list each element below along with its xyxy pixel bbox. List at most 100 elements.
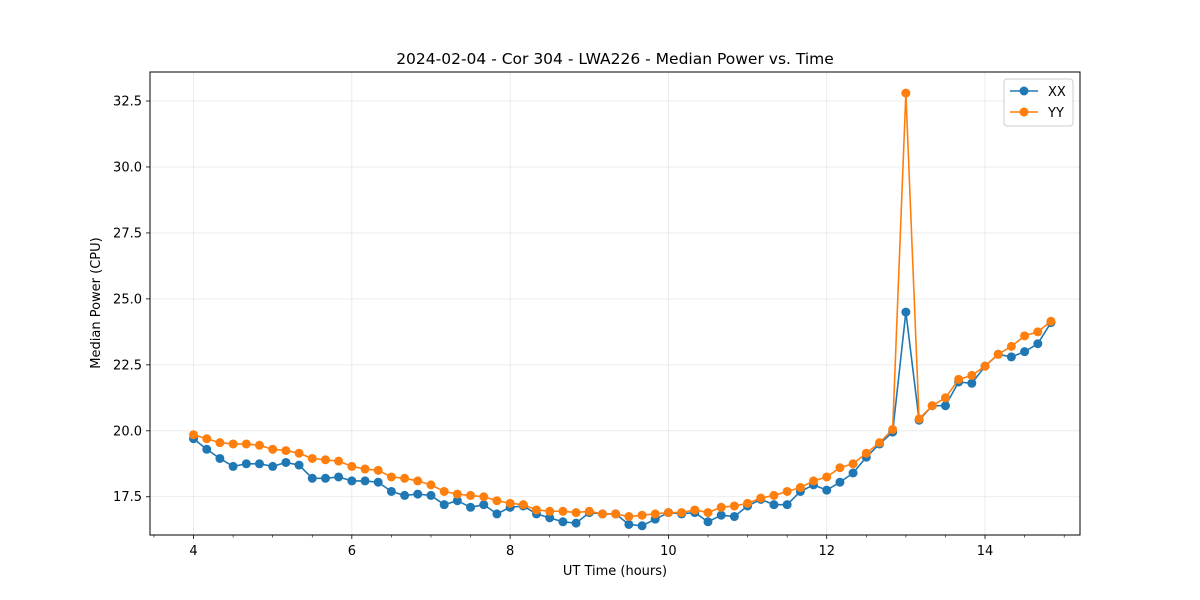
legend-marker-yy	[1019, 107, 1029, 117]
x-tick-label: 12	[818, 544, 835, 559]
data-point-xx	[637, 521, 647, 531]
data-point-yy	[954, 374, 964, 384]
data-point-xx	[320, 473, 330, 483]
data-point-yy	[531, 505, 541, 515]
data-point-xx	[571, 518, 581, 528]
data-point-xx	[334, 472, 344, 482]
data-point-yy	[518, 500, 528, 510]
data-point-yy	[215, 438, 225, 448]
data-point-xx	[452, 496, 462, 506]
data-point-xx	[558, 517, 568, 527]
data-point-xx	[426, 490, 436, 500]
data-point-xx	[901, 307, 911, 317]
data-point-xx	[729, 512, 739, 522]
data-point-yy	[1046, 316, 1056, 326]
data-point-yy	[769, 490, 779, 500]
y-tick-label: 32.5	[113, 95, 142, 110]
data-point-yy	[452, 489, 462, 499]
data-point-xx	[360, 476, 370, 486]
data-point-yy	[901, 88, 911, 98]
data-point-xx	[307, 473, 317, 483]
data-point-yy	[373, 465, 383, 475]
data-point-xx	[1006, 352, 1016, 362]
y-tick-label: 30.0	[113, 160, 142, 175]
data-point-yy	[782, 486, 792, 496]
y-tick-label: 27.5	[113, 226, 142, 241]
data-point-yy	[716, 502, 726, 512]
data-point-xx	[215, 453, 225, 463]
x-axis-label: UT Time (hours)	[563, 564, 667, 579]
data-point-yy	[888, 424, 898, 434]
data-point-yy	[663, 508, 673, 518]
data-point-yy	[861, 448, 871, 458]
data-point-yy	[1033, 327, 1043, 337]
y-tick-label: 17.5	[113, 490, 142, 505]
legend-label-xx: XX	[1048, 85, 1066, 100]
data-point-xx	[294, 460, 304, 470]
y-tick-label: 25.0	[113, 292, 142, 307]
data-point-yy	[505, 498, 515, 508]
data-point-yy	[756, 493, 766, 503]
legend-label-yy: YY	[1047, 106, 1064, 121]
data-point-yy	[650, 509, 660, 519]
data-point-yy	[927, 401, 937, 411]
chart-title: 2024-02-04 - Cor 304 - LWA226 - Median P…	[396, 50, 834, 68]
data-point-xx	[940, 401, 950, 411]
data-point-yy	[307, 453, 317, 463]
data-point-xx	[624, 519, 634, 529]
legend: XX YY	[1003, 78, 1074, 127]
data-point-yy	[466, 490, 476, 500]
data-point-yy	[822, 472, 832, 482]
data-point-yy	[611, 509, 621, 519]
data-point-yy	[254, 440, 264, 450]
data-point-yy	[320, 455, 330, 465]
data-point-yy	[202, 434, 212, 444]
data-point-xx	[782, 500, 792, 510]
y-axis-label: Median Power (CPU)	[89, 237, 104, 368]
data-point-xx	[703, 517, 713, 527]
data-point-yy	[875, 438, 885, 448]
data-point-xx	[769, 500, 779, 510]
x-tick-label: 14	[977, 544, 994, 559]
data-point-yy	[334, 456, 344, 466]
data-point-yy	[294, 448, 304, 458]
data-point-yy	[980, 361, 990, 371]
data-point-xx	[202, 444, 212, 454]
data-point-yy	[624, 512, 634, 522]
data-point-xx	[373, 477, 383, 487]
data-point-yy	[914, 414, 924, 424]
data-point-yy	[558, 506, 568, 516]
data-point-xx	[268, 461, 278, 471]
data-point-yy	[848, 459, 858, 469]
data-point-yy	[413, 476, 423, 486]
x-tick-label: 8	[506, 544, 514, 559]
data-point-yy	[809, 476, 819, 486]
y-tick-label: 20.0	[113, 424, 142, 439]
data-point-yy	[940, 393, 950, 403]
data-point-xx	[1020, 347, 1030, 357]
data-point-xx	[466, 502, 476, 512]
data-point-yy	[729, 501, 739, 511]
data-point-xx	[848, 468, 858, 478]
data-point-yy	[439, 486, 449, 496]
data-point-xx	[479, 500, 489, 510]
plot-frame	[149, 71, 1081, 536]
data-point-yy	[967, 370, 977, 380]
legend-marker-xx	[1019, 86, 1029, 96]
data-point-yy	[189, 430, 199, 440]
data-point-yy	[360, 464, 370, 474]
data-point-yy	[268, 444, 278, 454]
data-point-yy	[400, 473, 410, 483]
data-point-xx	[281, 457, 291, 467]
data-point-yy	[743, 498, 753, 508]
grid	[150, 72, 1080, 535]
data-point-yy	[545, 506, 555, 516]
data-point-yy	[386, 472, 396, 482]
data-point-xx	[400, 490, 410, 500]
data-point-yy	[571, 508, 581, 518]
series-layer	[189, 88, 1056, 531]
data-point-yy	[492, 496, 502, 506]
data-point-yy	[241, 439, 251, 449]
x-tick-label: 6	[348, 544, 356, 559]
